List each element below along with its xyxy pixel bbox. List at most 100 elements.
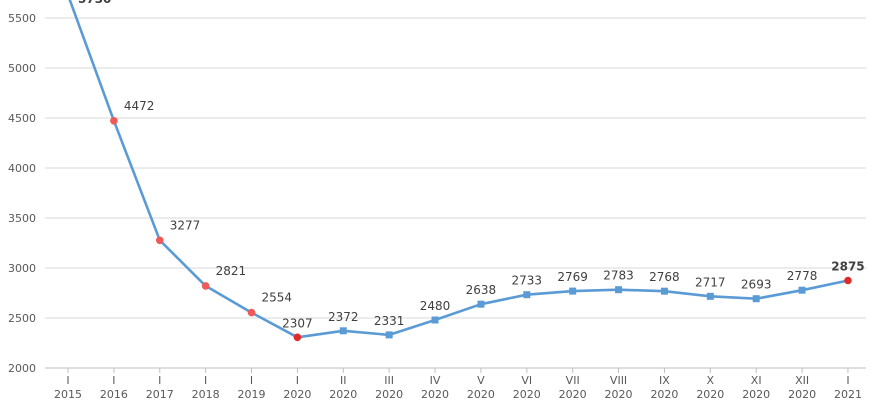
y-tick-label: 5500 [8,12,36,25]
data-point-marker [660,287,668,295]
x-tick-year: 2020 [788,388,816,400]
y-tick-label: 5000 [8,62,36,75]
x-tick-year: 2020 [329,388,357,400]
data-label: 2554 [262,291,293,305]
x-tick-year: 2020 [742,388,770,400]
y-tick-label: 4500 [8,112,36,125]
x-tick-year: 2020 [513,388,541,400]
x-tick-year: 2020 [375,388,403,400]
x-tick-month: VII [566,374,580,387]
x-tick-month: III [384,374,394,387]
x-tick-month: XI [751,374,762,387]
data-point-marker [752,295,760,303]
data-point-marker [247,308,256,317]
x-tick-month: X [707,374,715,387]
data-label: 2693 [741,278,772,292]
data-point-marker [615,286,623,294]
y-tick-label: 3000 [8,262,36,275]
data-label: 2372 [328,310,359,324]
data-label: 2733 [512,274,543,288]
x-axis-tick-labels: I2015I2016I2017I2018I2019I2020II2020III2… [54,368,862,400]
series-line [68,0,849,339]
data-label: 2821 [216,264,247,278]
data-label: 5730 [78,0,111,6]
x-tick-month: I [296,374,299,387]
data-point-marker [706,292,714,300]
x-tick-month: XII [795,374,809,387]
x-tick-month: IX [659,374,670,387]
data-point-marker [339,327,347,335]
x-tick-month: II [340,374,347,387]
data-label: 4472 [124,99,155,113]
x-tick-year: 2018 [192,388,220,400]
data-label: 2480 [420,299,451,313]
x-tick-month: I [158,374,161,387]
data-label: 2783 [603,269,634,283]
x-tick-year: 2020 [650,388,678,400]
data-label: 2638 [466,283,497,297]
x-tick-year: 2017 [146,388,174,400]
data-point-marker [155,236,164,245]
data-point-marker [385,331,393,339]
x-tick-month: V [477,374,485,387]
data-label: 2769 [557,270,588,284]
data-point-marker [201,282,210,290]
data-point-marker [431,316,439,324]
x-tick-year: 2019 [238,388,266,400]
gridlines [45,17,866,369]
x-tick-year: 2020 [283,388,311,400]
data-point-marker [110,117,118,125]
data-label: 2875 [831,260,864,274]
y-tick-label: 3500 [8,212,36,225]
data-point-marker [293,333,302,342]
data-label: 2307 [282,316,313,330]
data-label: 2778 [787,269,818,283]
series-markers [110,117,852,342]
x-tick-month: I [112,374,115,387]
x-tick-year: 2021 [834,388,862,400]
data-point-marker [798,286,806,294]
x-tick-year: 2020 [467,388,495,400]
data-label: 2717 [695,275,726,289]
x-tick-month: I [250,374,253,387]
data-labels: 5730 4472 3277 2821 2554 2307 2372 2331 2480 2638… [78,0,865,330]
x-tick-year: 2020 [421,388,449,400]
x-tick-year: 2020 [696,388,724,400]
series-line-path [68,0,849,339]
x-tick-month: I [204,374,207,387]
x-tick-year: 2015 [54,388,82,400]
y-tick-label: 4000 [8,162,36,175]
y-tick-label: 2000 [8,362,36,375]
data-point-marker [523,291,531,299]
x-tick-month: IV [430,374,441,387]
data-point-marker [569,287,577,295]
data-label: 2768 [649,270,680,284]
x-tick-month: VIII [610,374,627,387]
x-tick-month: I [66,374,69,387]
data-point-marker [844,276,852,285]
x-tick-year: 2016 [100,388,128,400]
x-tick-month: I [846,374,849,387]
y-tick-label: 2500 [8,312,36,325]
data-label: 2331 [374,314,405,328]
x-tick-month: VI [521,374,532,387]
data-point-marker [477,300,485,308]
